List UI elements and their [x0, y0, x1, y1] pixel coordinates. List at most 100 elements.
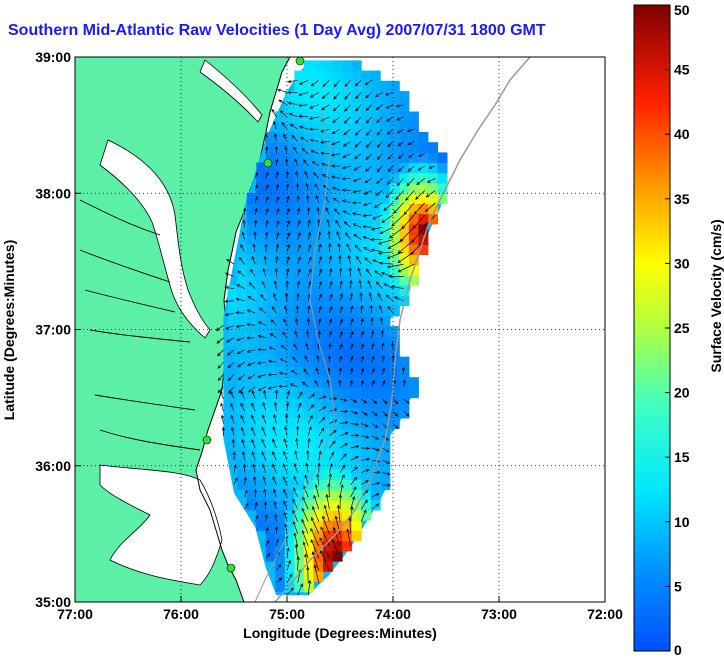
velocity-cell — [408, 213, 419, 225]
river-inlets — [79, 199, 201, 451]
current-vector-head — [240, 426, 244, 431]
current-vector — [333, 527, 341, 547]
current-vector — [306, 183, 309, 191]
current-vector — [297, 414, 300, 424]
current-vector-head — [289, 383, 294, 387]
velocity-cell — [389, 234, 400, 245]
current-vector-head — [396, 117, 400, 121]
current-vector — [363, 247, 372, 253]
current-vector — [304, 474, 309, 485]
velocity-cell — [294, 397, 305, 409]
current-vector-head — [310, 539, 314, 543]
velocity-cell — [380, 142, 391, 153]
current-vector — [382, 447, 390, 453]
current-vector-head — [289, 123, 294, 127]
current-vector — [294, 463, 298, 473]
velocity-cell — [399, 244, 410, 255]
current-vector-head — [257, 334, 262, 338]
velocity-cell — [313, 530, 324, 542]
velocity-cell — [313, 571, 324, 582]
velocity-cell — [265, 152, 276, 164]
current-vector-head — [240, 243, 244, 248]
current-vector — [353, 177, 362, 182]
velocity-cell — [380, 121, 391, 133]
current-vector-head — [235, 324, 240, 328]
current-vector-head — [424, 222, 428, 227]
current-vector-head — [254, 207, 258, 212]
current-vector-head — [296, 556, 300, 560]
velocity-cell — [256, 377, 267, 388]
current-vector-head — [230, 390, 234, 395]
current-vector — [382, 398, 388, 404]
current-vector — [270, 319, 277, 326]
current-vector — [418, 165, 425, 171]
velocity-cell — [237, 244, 248, 255]
velocity-cell — [351, 203, 362, 215]
current-vector — [271, 306, 277, 314]
velocity-cell — [256, 397, 267, 409]
current-vector — [302, 530, 309, 547]
current-vector-head — [297, 232, 301, 236]
current-vector — [377, 293, 383, 302]
current-vector-head — [405, 197, 409, 201]
velocity-cell — [351, 244, 362, 255]
current-vector-head — [264, 231, 269, 236]
current-vector-head — [295, 437, 299, 442]
current-vector — [225, 286, 235, 289]
current-vector-head — [336, 504, 340, 509]
current-vector-head — [357, 267, 361, 272]
velocity-cell — [256, 520, 267, 531]
velocity-cell — [256, 223, 267, 235]
current-vector — [272, 426, 277, 436]
current-vector — [284, 305, 288, 314]
current-vector-head — [385, 437, 389, 441]
current-vector — [403, 202, 415, 215]
current-vector-head — [365, 144, 370, 148]
current-vector — [407, 128, 415, 132]
current-vector-head — [333, 397, 338, 401]
velocity-cell — [256, 172, 267, 184]
current-vector-head — [343, 120, 348, 124]
current-vector-head — [341, 166, 346, 170]
current-vector-head — [352, 190, 357, 194]
velocity-cell — [313, 510, 324, 521]
current-vector-head — [311, 160, 316, 165]
velocity-cell — [313, 131, 324, 143]
current-vector — [254, 208, 257, 216]
velocity-cell — [332, 305, 343, 317]
current-vector-head — [261, 438, 265, 443]
current-vector — [294, 451, 298, 461]
velocity-cell — [294, 295, 305, 307]
current-vector — [350, 486, 357, 498]
current-vector — [361, 469, 370, 473]
velocity-cell — [313, 418, 324, 429]
velocity-cell — [361, 499, 372, 511]
current-vector — [265, 184, 269, 191]
current-vector-head — [329, 318, 333, 323]
current-vector-head — [266, 553, 271, 557]
velocity-cell — [342, 397, 353, 409]
current-vector-head — [247, 376, 252, 380]
velocity-cell — [256, 387, 267, 399]
current-vector — [354, 244, 362, 253]
current-vector — [297, 244, 301, 252]
velocity-cell — [342, 356, 353, 368]
velocity-cell — [380, 183, 391, 194]
current-vector-head — [286, 220, 291, 224]
current-vector — [425, 202, 436, 212]
current-vector — [297, 208, 300, 216]
velocity-cell — [227, 367, 238, 378]
current-vector-head — [294, 158, 298, 163]
velocity-cell — [304, 489, 314, 501]
current-vector-head — [318, 305, 322, 310]
velocity-cell — [428, 183, 438, 194]
velocity-cell — [323, 111, 333, 123]
current-vector — [371, 410, 378, 416]
velocity-cell — [304, 561, 314, 572]
current-vector-head — [377, 251, 382, 255]
current-vector-head — [363, 191, 368, 195]
current-vector — [251, 439, 256, 449]
velocity-cell — [275, 172, 286, 184]
velocity-cell — [246, 387, 257, 399]
velocity-cell — [304, 387, 314, 399]
